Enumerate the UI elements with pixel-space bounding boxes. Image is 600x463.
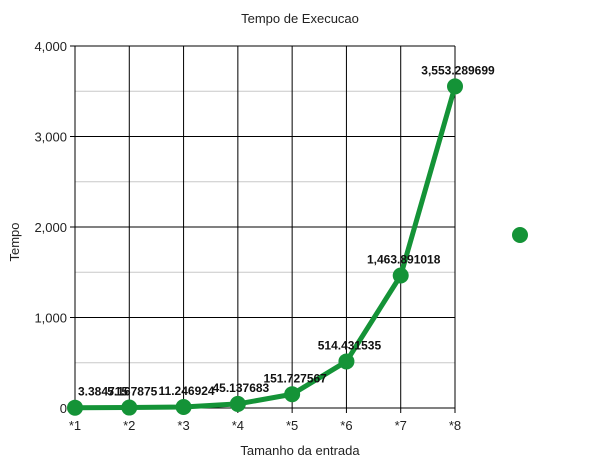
data-label: 11.246924	[159, 384, 215, 398]
data-label: 3.384715	[78, 385, 128, 399]
tick-labels: 0 1,000 2,000 3,000 4,000 *1 *2 *3 *4 *5 *6 *7 *8	[34, 39, 461, 433]
x-tick-label: *8	[449, 418, 461, 433]
data-label: 45.137683	[212, 381, 269, 395]
y-tick-label: 4,000	[34, 39, 67, 54]
data-label: 151.727567	[263, 371, 327, 385]
y-tick-label: 1,000	[34, 311, 67, 326]
data-label: 514.431535	[318, 338, 382, 352]
data-label: 5.167875	[107, 385, 157, 399]
x-axis-title: Tamanho da entrada	[240, 443, 360, 458]
y-tick-label: 0	[60, 401, 67, 416]
x-tick-label: *6	[340, 418, 352, 433]
data-point	[175, 398, 192, 415]
data-point	[121, 399, 138, 416]
x-tick-label: *1	[69, 418, 81, 433]
data-label: 3,553.289699	[421, 63, 495, 77]
legend-marker	[512, 227, 528, 243]
data-point	[338, 353, 355, 370]
x-tick-label: *5	[286, 418, 298, 433]
data-point	[447, 78, 463, 95]
chart-title: Tempo de Execucao	[241, 11, 359, 26]
data-point	[67, 399, 83, 416]
series-line	[72, 83, 458, 411]
data-point	[284, 386, 301, 403]
y-axis-title: Tempo	[7, 222, 22, 261]
grid	[70, 45, 456, 413]
x-tick-label: *7	[395, 418, 407, 433]
x-tick-label: *4	[232, 418, 244, 433]
series	[67, 78, 463, 416]
data-point	[392, 267, 409, 284]
x-tick-label: *2	[123, 418, 135, 433]
data-label: 1,463.891018	[367, 253, 441, 267]
y-tick-label: 3,000	[34, 130, 67, 145]
legend	[512, 227, 528, 243]
x-tick-label: *3	[177, 418, 189, 433]
y-tick-label: 2,000	[34, 220, 67, 235]
data-point	[229, 395, 246, 412]
